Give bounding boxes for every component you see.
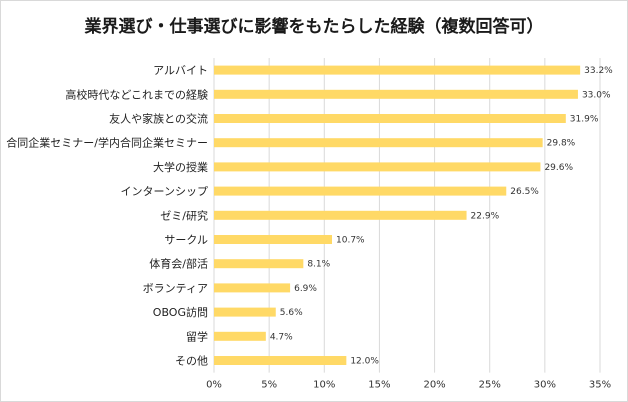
value-label: 29.6% <box>544 163 573 173</box>
category-label: ゼミ/研究 <box>160 208 208 222</box>
value-label: 8.1% <box>307 260 330 270</box>
x-tick-label: 0% <box>206 380 222 391</box>
chart-title: 業界選び・仕事選びに影響をもたらした経験（複数回答可） <box>84 17 544 37</box>
bar <box>214 210 467 220</box>
value-label: 6.9% <box>294 284 317 294</box>
bar <box>214 114 566 123</box>
bar <box>214 235 333 244</box>
category-label: サークル <box>164 234 208 247</box>
bar <box>214 283 291 293</box>
x-tick-label: 25% <box>479 380 501 391</box>
x-tick-label: 20% <box>423 380 445 391</box>
bar <box>214 89 578 99</box>
value-label: 10.7% <box>336 236 365 246</box>
bar <box>214 65 581 75</box>
x-tick-label: 10% <box>313 380 335 391</box>
category-label: 留学 <box>186 329 208 343</box>
value-label: 12.0% <box>350 357 379 367</box>
value-label: 31.9% <box>570 115 599 125</box>
category-label: 友人や家族との交流 <box>109 112 208 126</box>
x-tick-label: 30% <box>534 380 556 391</box>
category-label: 体育会/部活 <box>149 257 208 271</box>
category-label: 合同企業セミナー/学内合同企業セミナー <box>6 136 208 150</box>
bar <box>214 356 347 365</box>
value-label: 26.5% <box>510 187 539 197</box>
bar <box>214 138 543 148</box>
value-label: 4.7% <box>270 332 293 342</box>
category-label: アルバイト <box>153 64 208 77</box>
category-label: ボランティア <box>143 282 208 295</box>
category-label: その他 <box>175 355 208 368</box>
x-tick-label: 15% <box>368 380 390 391</box>
bar <box>214 307 276 317</box>
bar <box>214 331 266 341</box>
bar <box>214 186 507 196</box>
category-label: OBOG訪問 <box>153 305 208 319</box>
value-label: 33.0% <box>582 90 611 100</box>
value-label: 22.9% <box>471 211 500 221</box>
category-label: 大学の授業 <box>153 160 208 174</box>
value-label: 5.6% <box>280 308 303 318</box>
value-label: 29.8% <box>547 139 576 149</box>
bar <box>214 162 541 172</box>
x-tick-label: 5% <box>261 380 277 391</box>
category-label: 高校時代などこれまでの経験 <box>65 87 208 101</box>
value-label: 33.2% <box>584 66 613 76</box>
x-tick-label: 35% <box>589 380 611 391</box>
category-label: インターンシップ <box>121 185 208 198</box>
bar <box>214 259 304 269</box>
